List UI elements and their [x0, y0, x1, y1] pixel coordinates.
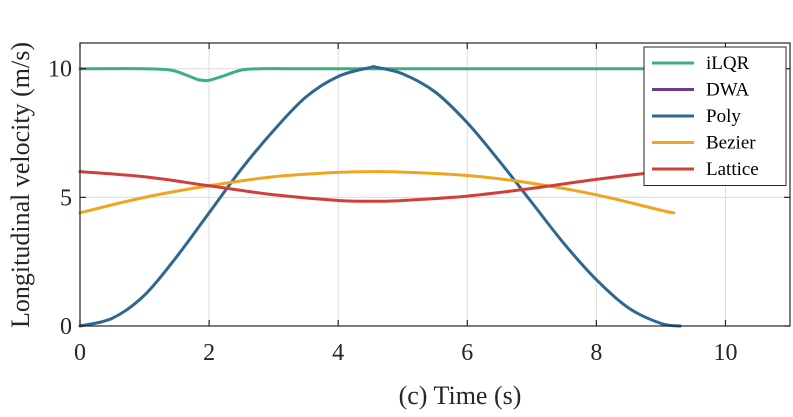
- legend-label: Bezier: [706, 133, 756, 154]
- x-tick-label: 2: [203, 340, 215, 366]
- y-tick-label: 10: [48, 57, 72, 83]
- legend-label: Lattice: [706, 159, 759, 180]
- plot-frame: [79, 42, 791, 327]
- legend-label: iLQR: [706, 53, 750, 74]
- x-tick-label: 8: [590, 340, 602, 366]
- x-tick-label: 4: [332, 340, 344, 366]
- y-tick-label: 0: [60, 314, 72, 340]
- tick-labels: 0 2 4 6 8 10 0 5 10: [48, 57, 737, 366]
- x-tick-label: 10: [713, 340, 737, 366]
- x-axis-label: (c) Time (s): [399, 381, 522, 410]
- series-lines: [78, 64, 682, 328]
- legend-label: DWA: [706, 80, 750, 101]
- x-tick-label: 0: [74, 340, 86, 366]
- series-line-poly: [78, 64, 682, 328]
- series-line-lattice: [78, 168, 682, 203]
- x-tick-label: 6: [461, 340, 473, 366]
- legend: iLQR DWA Poly Bezier Lattice: [643, 46, 787, 186]
- axis-ticks: [79, 43, 790, 327]
- series-line-ilqr: [78, 67, 682, 83]
- y-tick-label: 5: [60, 185, 72, 211]
- y-axis-label: Longitudinal velocity (m/s): [6, 42, 35, 328]
- legend-label: Poly: [706, 106, 741, 127]
- series-line-bezier: [78, 170, 676, 215]
